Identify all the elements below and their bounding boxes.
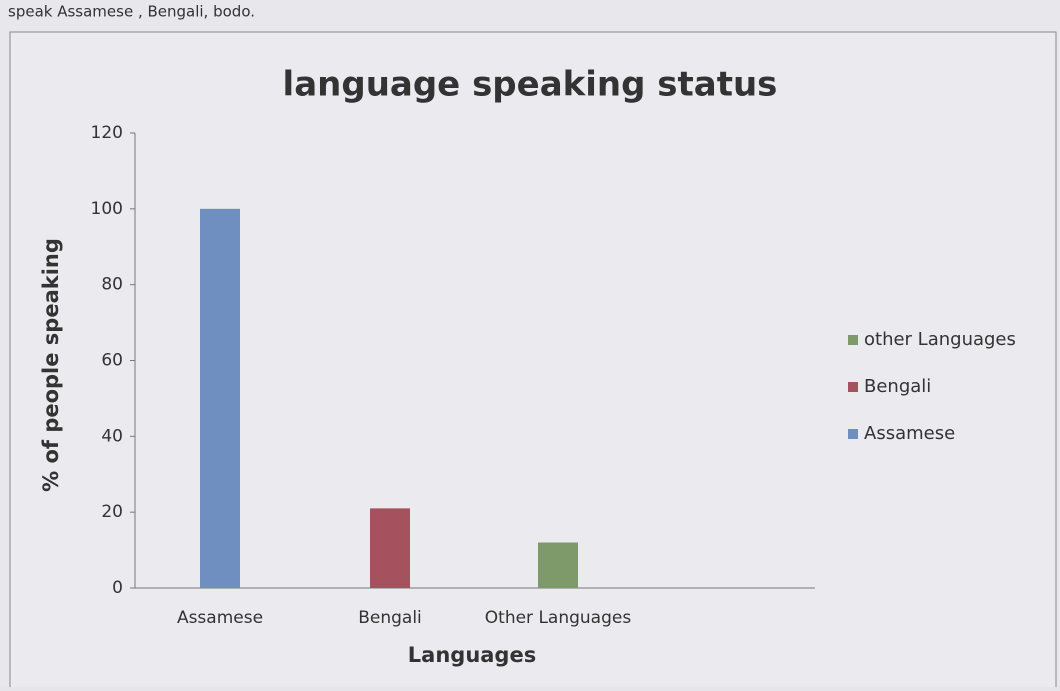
legend-label: other Languages [864, 329, 1016, 350]
y-tick-label: 100 [91, 199, 123, 219]
legend-label: Assamese [864, 423, 955, 444]
y-tick-label: 80 [101, 275, 123, 295]
legend-swatch [848, 335, 858, 345]
legend-label: Bengali [864, 376, 931, 397]
y-tick-label: 40 [101, 426, 123, 446]
chart-frame [9, 31, 1057, 691]
x-tick-label: Bengali [358, 608, 422, 628]
bar [370, 508, 410, 588]
x-tick-label: Assamese [177, 608, 263, 628]
x-tick-label: Other Languages [485, 608, 632, 628]
bar [538, 542, 578, 588]
x-axis-label: Languages [408, 643, 536, 667]
y-tick-label: 120 [91, 123, 123, 143]
chart-title: language speaking status [283, 65, 778, 105]
legend-swatch [848, 382, 858, 392]
y-tick-label: 20 [101, 502, 123, 522]
legend-swatch [848, 429, 858, 439]
page-text: speak Assamese , Bengali, bodo. [8, 3, 255, 21]
bar [200, 208, 240, 589]
y-tick-label: 60 [101, 351, 123, 371]
y-axis-label: % of people speaking [39, 238, 63, 492]
y-tick-label: 0 [112, 578, 123, 598]
